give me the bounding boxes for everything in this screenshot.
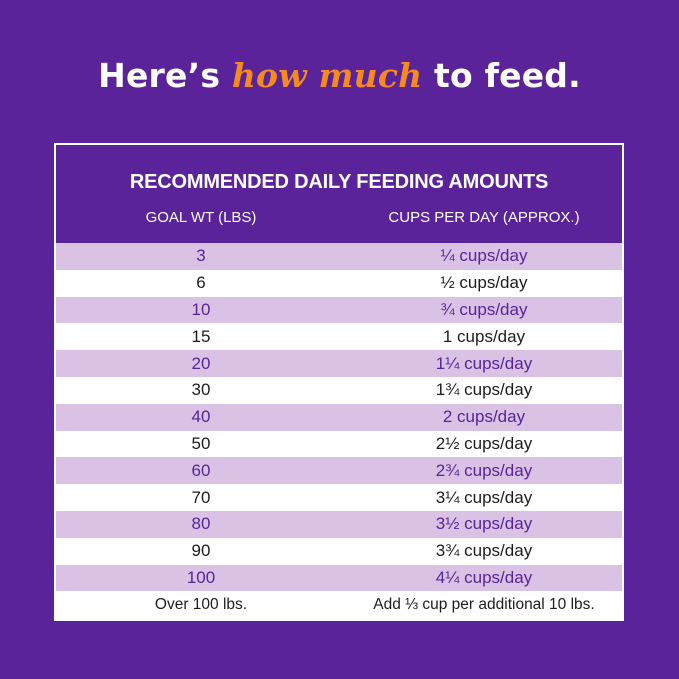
weight-cell: 100 [186, 567, 216, 587]
cups-cell: 2¾ cups/day [435, 460, 533, 480]
weight-cell: Over 100 lbs. [154, 595, 248, 613]
cups-cell: 3½ cups/day [435, 514, 533, 534]
weight-cell: 10 [191, 299, 211, 319]
cups-cell: 3¾ cups/day [435, 541, 533, 561]
table-row: 10 ¾ cups/day [56, 296, 622, 324]
cups-cell: ¾ cups/day [440, 299, 528, 319]
weight-cell: 50 [191, 433, 211, 453]
weight-cell: 70 [191, 487, 211, 507]
weight-cell: 40 [191, 407, 211, 427]
headline-emphasis: how much [231, 56, 423, 95]
cups-cell: 4¼ cups/day [435, 567, 533, 587]
table-row: 50 2½ cups/day [56, 430, 622, 458]
headline-prefix: Here’s [98, 56, 232, 95]
cups-cell: 1 cups/day [442, 326, 526, 346]
table-row: 3 ¼ cups/day [56, 243, 622, 270]
headline: Here’s how much to feed. [0, 56, 679, 95]
table-row: 70 3¼ cups/day [56, 484, 622, 511]
table-row: 40 2 cups/day [56, 403, 622, 431]
weight-cell: 60 [191, 460, 211, 480]
table-title: RECOMMENDED DAILY FEEDING AMOUNTS [129, 171, 549, 193]
cups-cell: 1¼ cups/day [435, 353, 533, 373]
weight-cell: 15 [191, 326, 211, 346]
weight-cell: 6 [196, 273, 206, 293]
column-header-cups-per-day: CUPS PER DAY (APPROX.) [388, 209, 580, 226]
cups-cell: ½ cups/day [440, 273, 528, 293]
feeding-table: RECOMMENDED DAILY FEEDING AMOUNTS GOAL W… [54, 143, 624, 621]
cups-cell: Add ⅓ cup per additional 10 lbs. [373, 595, 595, 613]
table-row: 60 2¾ cups/day [56, 457, 622, 485]
weight-cell: 20 [191, 353, 211, 373]
weight-cell: 30 [191, 380, 211, 400]
table-row-over-100: Over 100 lbs. Add ⅓ cup per additional 10… [56, 591, 622, 619]
cups-cell: 2½ cups/day [435, 433, 533, 453]
table-row: 90 3¾ cups/day [56, 537, 622, 565]
weight-cell: 90 [191, 541, 211, 561]
headline-suffix: to feed. [422, 56, 581, 95]
table-header: RECOMMENDED DAILY FEEDING AMOUNTS GOAL W… [56, 145, 622, 243]
cups-cell: 1¾ cups/day [435, 380, 533, 400]
table-row: 100 4¼ cups/day [56, 564, 622, 592]
table-row: 20 1¼ cups/day [56, 350, 622, 377]
table-row: 30 1¾ cups/day [56, 376, 622, 404]
cups-cell: 2 cups/day [442, 407, 526, 427]
cups-cell: ¼ cups/day [440, 246, 528, 266]
weight-cell: 80 [191, 514, 211, 534]
column-header-goal-weight: GOAL WT (LBS) [145, 209, 257, 226]
table-row: 6 ½ cups/day [56, 269, 622, 297]
table-row: 80 3½ cups/day [56, 510, 622, 538]
weight-cell: 3 [196, 246, 206, 266]
cups-cell: 3¼ cups/day [435, 487, 533, 507]
table-row: 15 1 cups/day [56, 323, 622, 351]
